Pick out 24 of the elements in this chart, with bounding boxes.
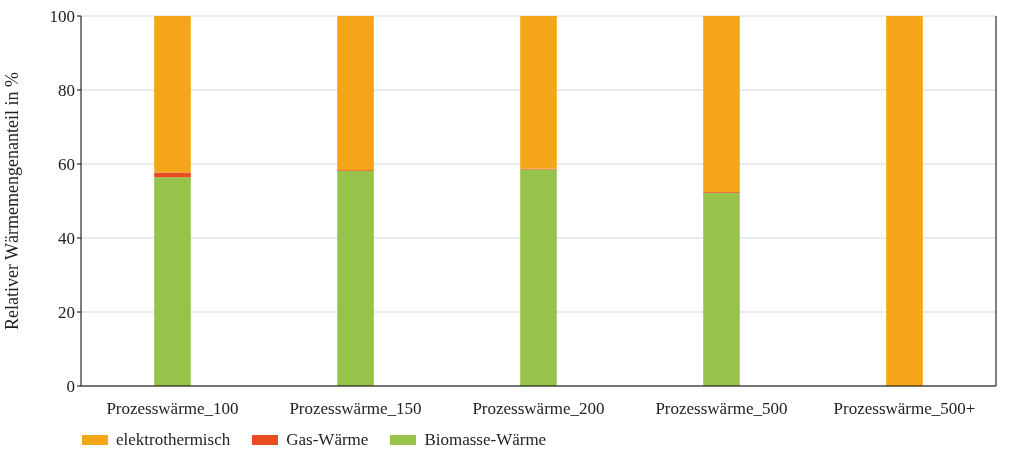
- y-tick-label: 60: [58, 155, 75, 175]
- x-tick-label: Prozesswärme_100: [106, 399, 239, 419]
- bar: [703, 192, 740, 386]
- legend-label: Biomasse-Wärme: [424, 430, 547, 450]
- y-tick-label: 0: [66, 377, 75, 397]
- bar: [703, 16, 740, 193]
- legend-label: elektrothermisch: [116, 430, 231, 450]
- bar: [154, 16, 191, 173]
- bar: [520, 169, 557, 386]
- bar: [520, 16, 557, 169]
- y-axis-title: Relativer Wärmemengenanteil in %: [2, 71, 23, 331]
- y-tick-label: 100: [49, 7, 75, 27]
- bar: [154, 177, 191, 386]
- x-tick-label: Prozesswärme_500+: [833, 399, 976, 419]
- y-tick-label: 40: [58, 229, 75, 249]
- x-tick-label: Prozesswärme_150: [289, 399, 422, 419]
- bar: [886, 16, 923, 386]
- y-tick-label: 80: [58, 81, 75, 101]
- bar: [337, 16, 374, 170]
- x-tick-label: Prozesswärme_500: [655, 399, 788, 419]
- y-tick-label: 20: [58, 303, 75, 323]
- legend-label: Gas-Wärme: [286, 430, 369, 450]
- bar: [337, 170, 374, 386]
- x-tick-label: Prozesswärme_200: [472, 399, 605, 419]
